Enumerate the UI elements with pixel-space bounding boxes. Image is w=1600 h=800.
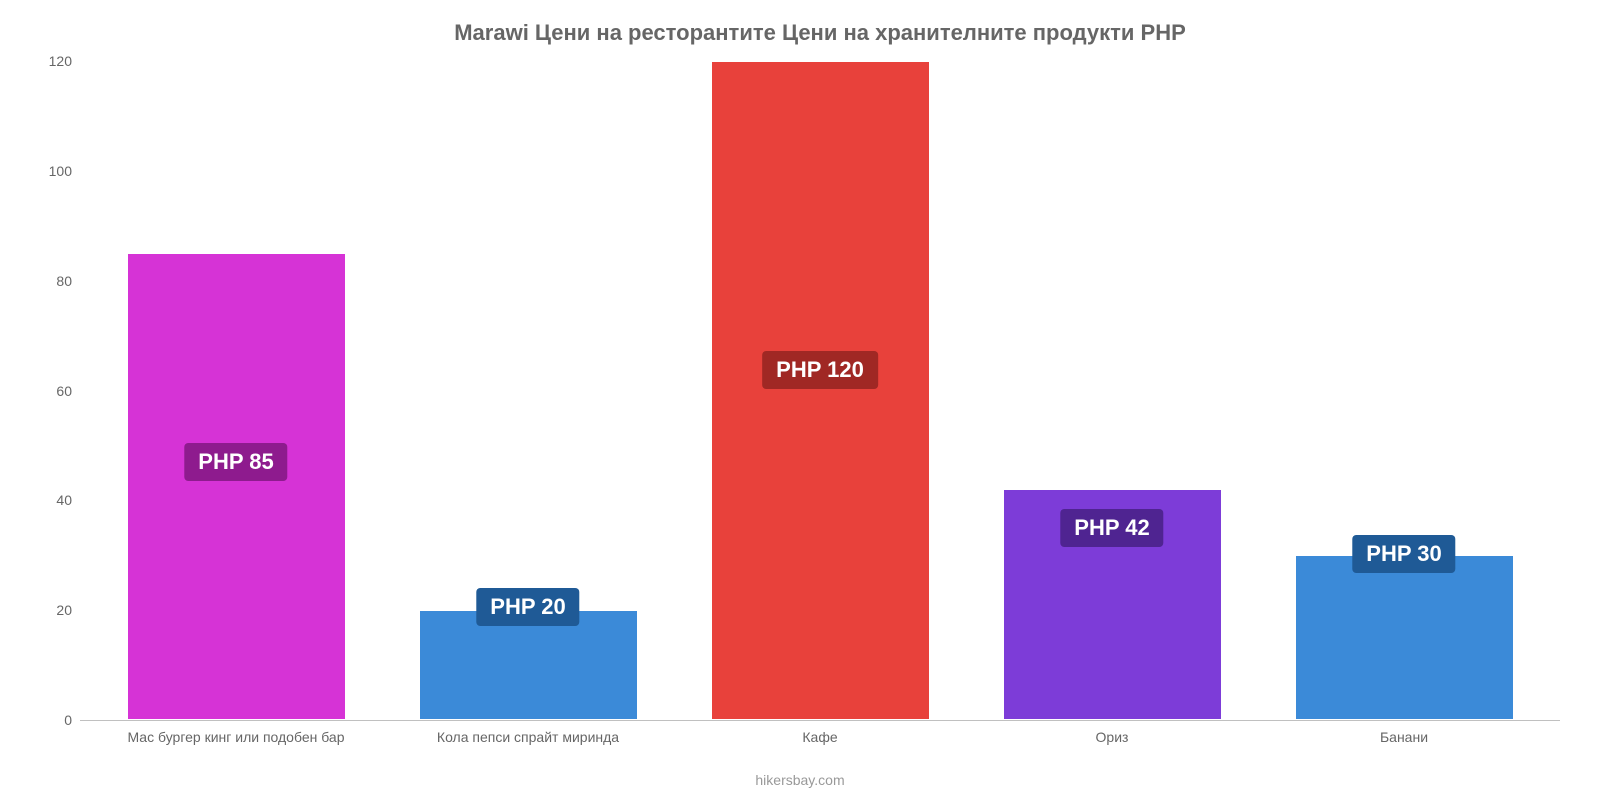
bar-group: PHP 30 [1258,61,1550,720]
chart-container: Marawi Цени на ресторантите Цени на хран… [0,0,1600,800]
bar-group: PHP 120 [674,61,966,720]
bar [127,253,346,720]
plot-area: 020406080100120 PHP 85PHP 20PHP 120PHP 4… [80,61,1560,721]
bar-value-badge: PHP 120 [762,351,878,389]
x-axis-label: Кафе [674,729,966,745]
x-axis-label: Банани [1258,729,1550,745]
y-tick-label: 0 [64,712,72,728]
y-axis: 020406080100120 [30,61,80,720]
bar [1295,555,1514,720]
x-axis-label: Ориз [966,729,1258,745]
bars-area: PHP 85 PHP 20 PHP 120 PHP 42 PHP 30 [80,61,1560,720]
chart-title: Marawi Цени на ресторантите Цени на хран… [80,20,1560,46]
attribution-text: hikersbay.com [755,772,844,788]
y-tick-label: 40 [56,492,72,508]
bar [419,610,638,720]
bar-group: PHP 85 [90,61,382,720]
y-tick-label: 80 [56,273,72,289]
x-axis-label: Кола пепси спрайт миринда [382,729,674,745]
y-tick-label: 100 [49,163,72,179]
bar-value-badge: PHP 20 [476,588,579,626]
bar-group: PHP 20 [382,61,674,720]
x-axis-labels: Мас бургер кинг или подобен барКола пепс… [80,721,1560,745]
y-tick-label: 60 [56,383,72,399]
bar-value-badge: PHP 42 [1060,509,1163,547]
y-tick-label: 20 [56,602,72,618]
bar [711,61,930,720]
bar-value-badge: PHP 85 [184,443,287,481]
y-tick-label: 120 [49,53,72,69]
bar-value-badge: PHP 30 [1352,535,1455,573]
x-axis-label: Мас бургер кинг или подобен бар [90,729,382,745]
bar-group: PHP 42 [966,61,1258,720]
